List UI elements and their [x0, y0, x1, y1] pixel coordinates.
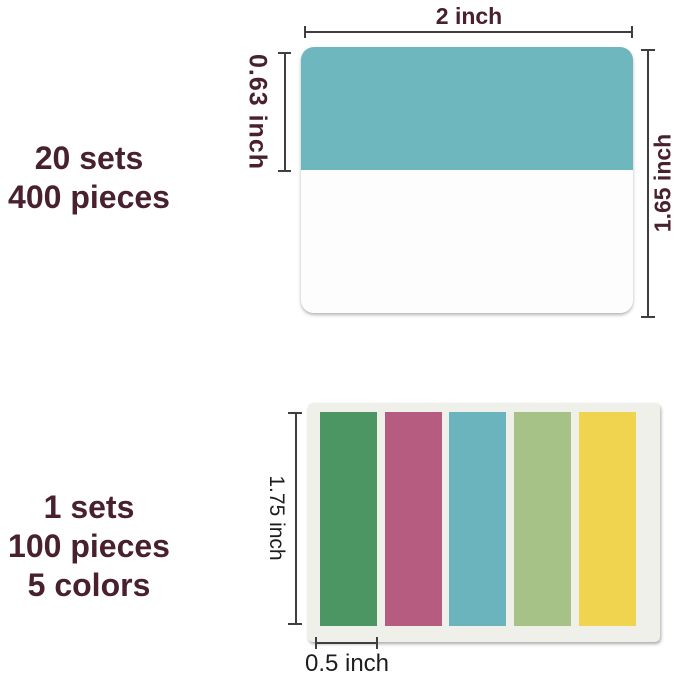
- top-set-info: 20 sets 400 pieces: [0, 139, 178, 217]
- top-tabheight-dim-tick-top: [278, 52, 291, 54]
- bottom-tabwidth-dim-tick-right: [376, 637, 378, 649]
- sticky-note: [301, 47, 633, 313]
- top-height-dim-line: [647, 50, 649, 318]
- index-tab-blue: [449, 412, 506, 626]
- bottom-set-count: 1 sets: [43, 489, 135, 525]
- index-tab-yellow: [579, 412, 636, 626]
- index-tab-green: [320, 412, 377, 626]
- bottom-height-dim-line: [295, 413, 297, 625]
- bottom-tabwidth-dim-line: [316, 642, 377, 644]
- top-height-label: 1.65 inch: [649, 133, 676, 233]
- bottom-height-dim-tick-bottom: [288, 623, 302, 625]
- sticky-note-colored-strip: [301, 47, 633, 170]
- bottom-tabwidth-label: 0.5 inch: [304, 650, 390, 677]
- bottom-height-dim-tick-top: [288, 412, 302, 414]
- index-tab-lightgreen: [514, 412, 571, 626]
- sticky-note-body: [301, 170, 633, 313]
- index-tab-card: [308, 403, 660, 642]
- top-height-dim-tick-top: [641, 49, 655, 51]
- index-tab-rose: [385, 412, 442, 626]
- top-tabheight-dim-line: [284, 53, 286, 172]
- top-tabheight-label: 0.63 inch: [243, 54, 272, 170]
- bottom-height-label: 1.75 inch: [265, 475, 288, 561]
- top-height-dim-tick-bottom: [641, 316, 655, 318]
- top-width-dim-line: [305, 31, 633, 33]
- top-tabheight-dim-tick-bottom: [278, 170, 291, 172]
- bottom-piece-count: 100 pieces: [8, 528, 170, 564]
- bottom-tabwidth-dim-tick-left: [315, 637, 317, 649]
- bottom-set-info: 1 sets 100 pieces 5 colors: [0, 488, 178, 605]
- top-width-dim-tick-right: [631, 26, 633, 38]
- top-set-count: 20 sets: [34, 140, 144, 176]
- top-width-label: 2 inch: [435, 3, 503, 29]
- top-width-dim-tick-left: [304, 26, 306, 38]
- bottom-color-count: 5 colors: [27, 567, 151, 603]
- top-piece-count: 400 pieces: [8, 179, 170, 215]
